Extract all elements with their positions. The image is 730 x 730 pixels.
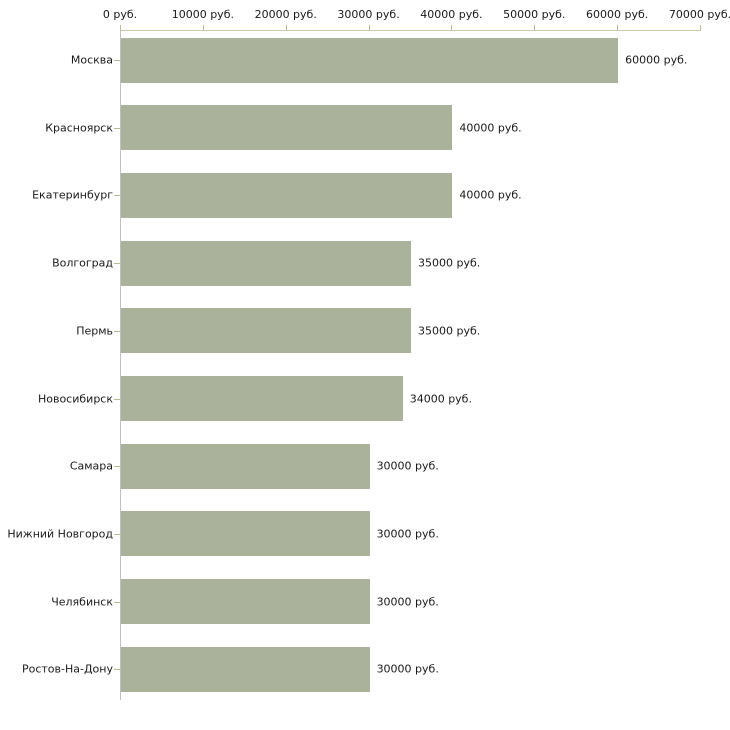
category-tick: [114, 398, 120, 400]
value-label: 40000 руб.: [459, 121, 522, 135]
category-tick: [114, 330, 120, 332]
category-tick: [114, 669, 120, 671]
category-tick: [114, 533, 120, 535]
x-axis-tick: [617, 25, 619, 31]
bar: [121, 579, 370, 625]
category-label: Красноярск: [45, 121, 113, 135]
x-axis-tick-label: 0 руб.: [102, 8, 138, 21]
x-axis-tick: [700, 25, 701, 31]
value-label: 60000 руб.: [625, 53, 688, 67]
category-label: Волгоград: [52, 256, 113, 270]
x-axis-tick: [120, 25, 121, 31]
bar: [121, 308, 411, 354]
bar: [121, 37, 619, 83]
category-label: Москва: [70, 53, 113, 67]
x-axis-tick: [451, 25, 453, 31]
category-label: Самара: [69, 459, 113, 473]
value-label: 30000 руб.: [376, 595, 439, 609]
x-axis-tick-label: 20000 руб.: [254, 8, 317, 21]
category-label: Екатеринбург: [32, 188, 113, 202]
bar: [121, 172, 453, 218]
category-tick: [114, 127, 120, 129]
category-label: Новосибирск: [37, 392, 113, 405]
category-label: Нижний Новгород: [7, 527, 113, 541]
value-label: 30000 руб.: [376, 459, 439, 473]
bar: [121, 376, 403, 421]
category-tick: [114, 60, 120, 61]
x-axis-tick-label: 30000 руб.: [337, 8, 400, 21]
bar: [121, 646, 370, 692]
x-axis-line: [120, 30, 701, 31]
x-axis-tick: [368, 25, 370, 31]
x-axis-tick-label: 10000 руб.: [171, 8, 234, 21]
category-label: Пермь: [76, 324, 113, 338]
value-label: 35000 руб.: [418, 324, 481, 338]
category-label: Ростов-На-Дону: [21, 662, 113, 676]
x-axis-tick-label: 70000 руб.: [668, 8, 730, 21]
category-tick: [114, 601, 120, 603]
x-axis-tick-label: 40000 руб.: [420, 8, 483, 21]
x-axis-tick-label: 50000 руб.: [503, 8, 566, 21]
category-tick: [114, 195, 120, 197]
category-label: Челябинск: [51, 595, 113, 609]
category-tick: [114, 263, 120, 265]
value-label: 35000 руб.: [418, 256, 481, 270]
bar: [121, 443, 370, 489]
category-axis-line: [120, 30, 121, 700]
bar: [121, 240, 411, 286]
x-axis-tick-label: 60000 руб.: [586, 8, 649, 21]
value-label: 40000 руб.: [459, 188, 522, 202]
bar: [121, 511, 370, 557]
category-tick: [114, 466, 120, 468]
value-label: 30000 руб.: [376, 527, 439, 541]
bar: [121, 105, 453, 151]
value-label: 34000 руб.: [409, 392, 472, 405]
x-axis-tick: [202, 25, 204, 31]
x-axis-tick: [534, 25, 536, 31]
value-label: 30000 руб.: [376, 662, 439, 676]
x-axis-tick: [285, 25, 287, 31]
